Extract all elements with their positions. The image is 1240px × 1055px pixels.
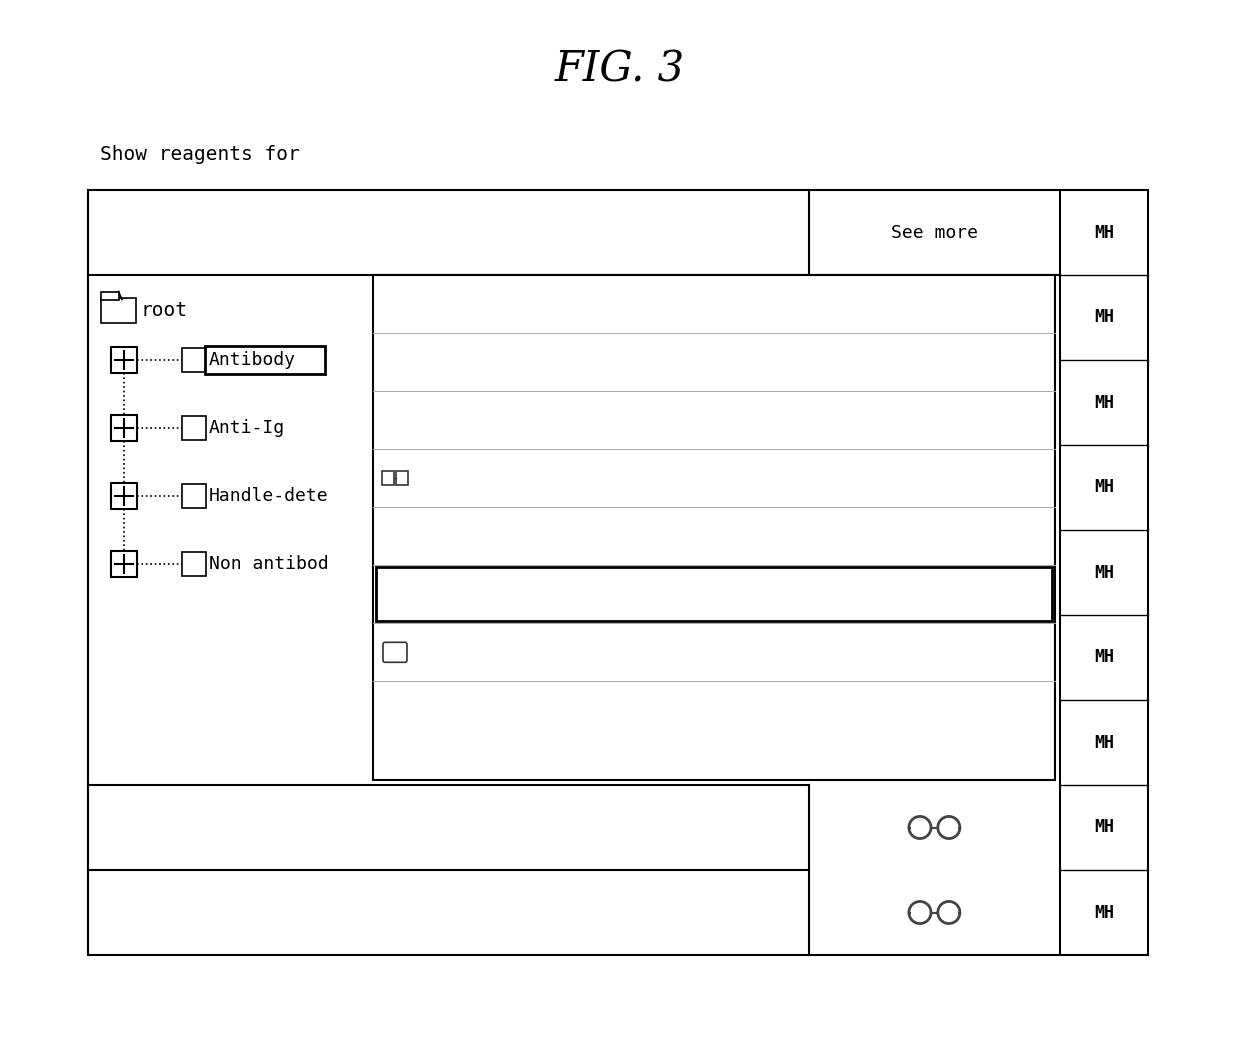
Text: Hide search node panel: Hide search node panel (391, 528, 630, 545)
Text: All levels at startup: All levels at startup (391, 586, 619, 603)
Bar (382, 472, 394, 485)
Text: Manage view: Manage view (391, 411, 511, 429)
Text: MH: MH (1094, 394, 1114, 411)
FancyBboxPatch shape (383, 642, 407, 663)
Bar (112, 415, 136, 441)
Bar (373, 275, 1055, 780)
Text: MH: MH (1094, 563, 1114, 581)
Text: Antibody: Antibody (210, 351, 296, 369)
Bar (396, 472, 408, 485)
Bar (182, 348, 206, 372)
Bar (112, 483, 136, 509)
Text: F3: F3 (1016, 469, 1037, 487)
Bar (100, 298, 136, 323)
Text: MH: MH (1094, 819, 1114, 837)
Text: MH: MH (1094, 308, 1114, 326)
Text: Find: Find (415, 469, 459, 487)
Bar (205, 346, 325, 375)
Text: FIG. 3: FIG. 3 (556, 49, 684, 91)
Text: Non antibod: Non antibod (210, 555, 329, 573)
Text: Table (remove tree): Table (remove tree) (391, 295, 598, 313)
Text: MH: MH (1094, 903, 1114, 921)
Bar (88, 190, 1148, 955)
Text: Ctrl+X: Ctrl+X (972, 644, 1037, 661)
Bar (112, 347, 136, 373)
Bar (100, 291, 119, 300)
Text: ▷: ▷ (1034, 354, 1045, 369)
Text: Find again: Find again (413, 644, 522, 661)
Text: Show reagents for: Show reagents for (100, 146, 300, 165)
Text: Require ctrl key to select
   multiples discontiguously: Require ctrl key to select multiples dis… (403, 711, 708, 750)
Text: MH: MH (1094, 224, 1114, 242)
Bar (376, 568, 1052, 621)
Text: Handle-dete: Handle-dete (210, 487, 329, 505)
Bar (182, 484, 206, 509)
Text: See more: See more (890, 224, 978, 242)
Bar (182, 552, 206, 576)
Text: MH: MH (1094, 733, 1114, 751)
Text: ✓: ✓ (387, 722, 398, 740)
Text: MH: MH (1094, 649, 1114, 667)
Text: ▷: ▷ (1034, 413, 1045, 427)
Text: MH: MH (1094, 479, 1114, 497)
Bar (182, 416, 206, 440)
Bar (112, 551, 136, 577)
Text: F8: F8 (1016, 295, 1037, 313)
Text: root: root (141, 301, 188, 320)
Text: Anti-Ig: Anti-Ig (210, 419, 285, 437)
Text: Recent trees: Recent trees (391, 353, 522, 371)
